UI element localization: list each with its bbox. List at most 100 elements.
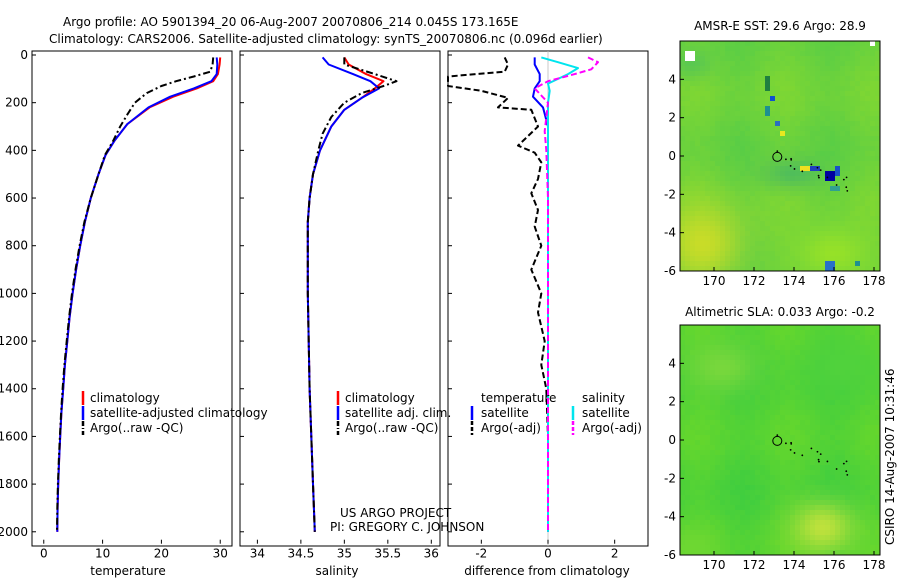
heatmap-cell <box>730 101 736 107</box>
heatmap-cell <box>700 191 706 197</box>
heatmap-cell <box>795 330 801 336</box>
heatmap-cell <box>720 530 726 536</box>
heatmap-cell <box>770 246 776 252</box>
y-tick-label: -6 <box>664 264 676 278</box>
heatmap-cell <box>765 76 770 91</box>
heatmap-cell <box>690 46 696 52</box>
heatmap-cell <box>800 355 806 361</box>
heatmap-cell <box>735 520 741 526</box>
heatmap-cell <box>705 51 711 57</box>
heatmap-cell <box>875 56 880 62</box>
heatmap-cell <box>810 430 816 436</box>
heatmap-cell <box>855 171 861 177</box>
heatmap-cell <box>705 550 711 555</box>
heatmap-cell <box>795 520 801 526</box>
heatmap-cell <box>760 470 766 476</box>
heatmap-cell <box>790 485 796 491</box>
heatmap-cell <box>835 405 841 411</box>
heatmap-cell <box>775 56 781 62</box>
heatmap-cell <box>805 41 811 47</box>
heatmap-cell <box>705 355 711 361</box>
heatmap-cell <box>715 196 721 202</box>
heatmap-cell <box>750 530 756 536</box>
heatmap-cell <box>720 51 726 57</box>
heatmap-cell <box>815 151 821 157</box>
heatmap-cell <box>840 131 846 137</box>
heatmap-cell <box>765 385 771 391</box>
legend-label-sal-satellite: satellite <box>582 406 630 420</box>
heatmap-cell <box>790 211 796 217</box>
heatmap-cell <box>850 410 856 416</box>
heatmap-cell <box>790 266 796 271</box>
heatmap-cell <box>870 335 876 341</box>
heatmap-cell <box>770 76 776 82</box>
heatmap-cell <box>680 211 686 217</box>
heatmap-cell <box>725 146 731 152</box>
heatmap-cell <box>760 500 766 506</box>
heatmap-cell <box>765 266 771 271</box>
heatmap-cell <box>870 246 876 252</box>
heatmap-cell <box>790 420 796 426</box>
heatmap-cell <box>770 261 776 267</box>
heatmap-cell <box>840 335 846 341</box>
heatmap-cell <box>870 525 876 531</box>
heatmap-cell <box>745 515 751 521</box>
heatmap-cell <box>795 530 801 536</box>
heatmap-cell <box>745 176 751 182</box>
heatmap-cell <box>715 226 721 232</box>
heatmap-cell <box>735 395 741 401</box>
heatmap-cell <box>725 545 731 551</box>
heatmap-cell <box>875 510 880 516</box>
heatmap-cell <box>725 66 731 72</box>
heatmap-cell <box>820 450 826 456</box>
heatmap-cell <box>755 151 761 157</box>
heatmap-cell <box>875 370 880 376</box>
heatmap-cell <box>825 101 831 107</box>
heatmap-cell <box>735 490 741 496</box>
heatmap-cell <box>705 495 711 501</box>
heatmap-cell <box>715 385 721 391</box>
heatmap-cell <box>790 365 796 371</box>
heatmap-cell <box>700 545 706 551</box>
y-tick-label: -2 <box>664 187 676 201</box>
heatmap-cell <box>810 56 816 62</box>
heatmap-cell <box>695 410 701 416</box>
heatmap-cell <box>810 515 816 521</box>
heatmap-cell <box>825 435 831 441</box>
heatmap-cell <box>855 106 861 112</box>
heatmap-cell <box>760 136 766 142</box>
heatmap-cell <box>700 236 706 242</box>
heatmap-cell <box>845 395 851 401</box>
heatmap-cell <box>840 86 846 92</box>
heatmap-cell <box>770 56 776 62</box>
heatmap-cell <box>765 46 771 52</box>
heatmap-cell <box>740 71 746 77</box>
heatmap-cell <box>740 545 746 551</box>
heatmap-cell <box>820 171 826 177</box>
heatmap-cell <box>780 405 786 411</box>
heatmap-cell <box>805 550 811 555</box>
heatmap-cell <box>805 156 811 162</box>
heatmap-cell <box>715 106 721 112</box>
heatmap-cell <box>680 535 686 541</box>
heatmap-cell <box>840 365 846 371</box>
heatmap-cell <box>810 435 816 441</box>
heatmap-cell <box>745 196 751 202</box>
heatmap-cell <box>830 161 836 167</box>
heatmap-cell <box>740 241 746 247</box>
heatmap-cell <box>740 76 746 82</box>
heatmap-cell <box>835 430 841 436</box>
heatmap-cell <box>690 435 696 441</box>
temperature-panel-frame <box>31 50 233 547</box>
heatmap-cell <box>705 216 711 222</box>
heatmap-cell <box>680 156 686 162</box>
heatmap-cell <box>810 161 816 167</box>
heatmap-cell <box>805 181 811 187</box>
heatmap-cell <box>725 360 731 366</box>
heatmap-cell <box>845 171 851 177</box>
heatmap-cell <box>695 146 701 152</box>
heatmap-cell <box>785 116 791 122</box>
heatmap-cell <box>690 116 696 122</box>
heatmap-cell <box>715 360 721 366</box>
heatmap-cell <box>685 355 691 361</box>
